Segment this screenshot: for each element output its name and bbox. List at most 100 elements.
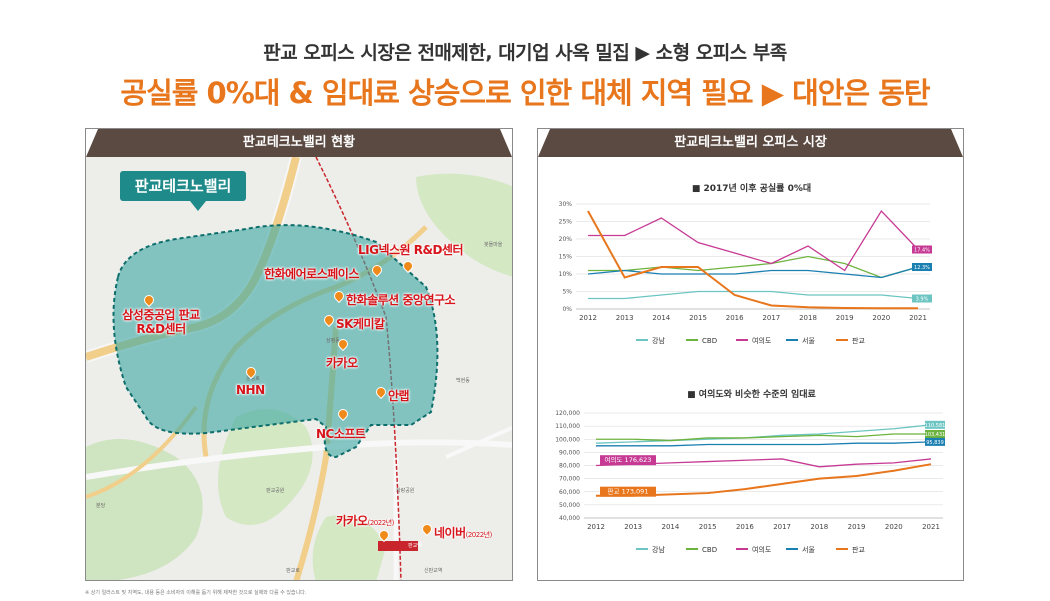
- y-tick-label: 70,000: [559, 476, 580, 483]
- area-label: 봇들마을: [484, 242, 503, 248]
- end-label-bg: [912, 263, 932, 271]
- area-label-4: 삼평동: [326, 338, 340, 344]
- road-label-2: 판교로: [286, 568, 300, 574]
- legend-label: 강남: [652, 336, 665, 345]
- company-label: 네이버(2022년): [434, 526, 492, 540]
- series-callout: 판교 173,091: [608, 487, 649, 496]
- y-tick-label: 10%: [559, 271, 573, 278]
- series-line: [596, 441, 932, 447]
- x-tick-label: 2013: [616, 314, 634, 322]
- y-tick-label: 110,000: [555, 423, 580, 430]
- legend-label: 판교: [852, 336, 865, 345]
- series-line: [596, 433, 931, 442]
- map-area: 판교테크노밸리 판교역 신판교역 판교공원 화랑공원 봇들마을 분당 백현동 삼…: [86, 157, 512, 580]
- x-tick-label: 2016: [736, 523, 754, 531]
- company-label: 삼성중공업 판교R&D센터: [122, 308, 200, 336]
- map-panel: 판교테크노밸리 현황 판교테크노밸리 판교역 신판교역 판: [85, 128, 513, 581]
- park-label-2: 화랑공원: [396, 488, 415, 494]
- end-label: 12.3%: [914, 265, 930, 271]
- y-tick-label: 40,000: [559, 515, 580, 522]
- series-line: [588, 255, 919, 279]
- y-tick-label: 0%: [562, 306, 572, 313]
- x-tick-label: 2014: [652, 314, 670, 322]
- area-label-2: 분당: [96, 503, 106, 509]
- legend-label: 강남: [652, 545, 665, 554]
- area-label-3: 백현동: [456, 378, 470, 384]
- park-label: 판교공원: [266, 488, 285, 494]
- company-label: 한화에어로스페이스: [264, 267, 359, 281]
- company-label: 안랩: [388, 389, 410, 403]
- company-label: SK케미칼: [336, 317, 385, 331]
- company-label: LIG넥스원 R&D센터: [358, 243, 464, 257]
- company-label: 카카오(2022년): [336, 514, 394, 528]
- y-tick-label: 80,000: [559, 463, 580, 470]
- x-tick-label: 2018: [799, 314, 817, 322]
- x-tick-label: 2016: [726, 314, 744, 322]
- callout-bg: [600, 455, 656, 466]
- x-tick-label: 2015: [699, 523, 717, 531]
- end-label-bg: [912, 245, 932, 254]
- company-label: 카카오: [326, 356, 358, 370]
- chart-panel: 판교테크노밸리 오피스 시장 ■ 2017년 이후 공실률 0%대 0% 5% 10…: [537, 128, 964, 581]
- company-label: NHN: [236, 383, 265, 397]
- y-tick-label: 5%: [562, 289, 572, 296]
- y-tick-label: 60,000: [559, 489, 580, 496]
- vacancy-chart: 0% 5% 10% 15% 20% 25% 30% 2012 2013 2014 2015 2016 2…: [559, 201, 932, 345]
- x-tick-label: 2019: [836, 314, 854, 322]
- x-tick-label: 2014: [662, 523, 680, 531]
- station-label: 판교역: [408, 543, 422, 549]
- company-label: 한화솔루션 중앙연구소: [346, 293, 456, 307]
- end-label-bg: [912, 294, 932, 303]
- zone-callout: 판교테크노밸리: [120, 171, 246, 211]
- legend-label: CBD: [702, 337, 717, 345]
- chart-panel-title: 판교테크노밸리 오피스 시장: [538, 129, 963, 157]
- callout-bg: [600, 486, 656, 497]
- station-label-2: 신판교역: [424, 568, 443, 574]
- y-tick-label: 30%: [559, 201, 573, 208]
- road-label: 운중로: [246, 376, 260, 382]
- y-tick-label: 25%: [559, 219, 573, 226]
- x-tick-label: 2020: [872, 314, 890, 322]
- end-label: 17.4%: [914, 248, 930, 254]
- x-tick-label: 2018: [810, 523, 828, 531]
- series-callout: 여의도 176,623: [605, 455, 652, 464]
- legend-label: 여의도: [752, 545, 772, 554]
- x-tick-label: 2012: [587, 523, 605, 531]
- series-line: [588, 290, 919, 300]
- y-tick-label: 50,000: [559, 502, 580, 509]
- map-background: [86, 157, 512, 580]
- headline: 판교 오피스 시장은 전매제한, 대기업 사옥 밀집 ▶ 소형 오피스 부족: [263, 42, 787, 64]
- legend-label: 여의도: [752, 336, 772, 345]
- x-tick-label: 2019: [848, 523, 866, 531]
- end-label-bg: [925, 437, 945, 446]
- end-label-bg: [925, 430, 945, 438]
- x-tick-label: 2017: [762, 314, 780, 322]
- legend-label: 판교: [852, 545, 865, 554]
- legend-label: 서울: [802, 336, 815, 345]
- end-label: 3.9%: [916, 297, 929, 303]
- x-tick-label: 2017: [773, 523, 791, 531]
- chart-title: ■ 2017년 이후 공실률 0%대: [691, 184, 812, 194]
- series-line: [588, 209, 919, 272]
- end-label: 103,431: [925, 432, 946, 438]
- end-label: 110,581: [925, 423, 946, 429]
- map-panel-title: 판교테크노밸리 현황: [86, 129, 512, 157]
- legend-label: 서울: [802, 545, 815, 554]
- y-tick-label: 120,000: [555, 410, 580, 417]
- main-title: 공실률 0%대 & 임대료 상승으로 인한 대체 지역 필요 ▶ 대안은 동탄: [120, 76, 930, 110]
- y-tick-label: 20%: [559, 236, 573, 243]
- rent-chart: 40,000 50,000 60,000 70,000 80,000 90,000 100,…: [555, 410, 946, 554]
- series-line: [587, 210, 918, 310]
- end-label-bg: [925, 420, 945, 429]
- end-label: 95,839: [926, 440, 944, 446]
- x-tick-label: 2012: [579, 314, 597, 322]
- x-tick-label: 2015: [689, 314, 707, 322]
- chart-title: ■ 여의도와 비슷한 수준의 임대료: [687, 390, 816, 400]
- y-tick-label: 100,000: [555, 436, 580, 443]
- company-label: NC소프트: [316, 427, 366, 441]
- y-tick-label: 15%: [559, 254, 573, 261]
- x-tick-label: 2021: [922, 523, 940, 531]
- x-tick-label: 2020: [885, 523, 903, 531]
- series-line: [595, 424, 932, 444]
- y-tick-label: 90,000: [559, 449, 580, 456]
